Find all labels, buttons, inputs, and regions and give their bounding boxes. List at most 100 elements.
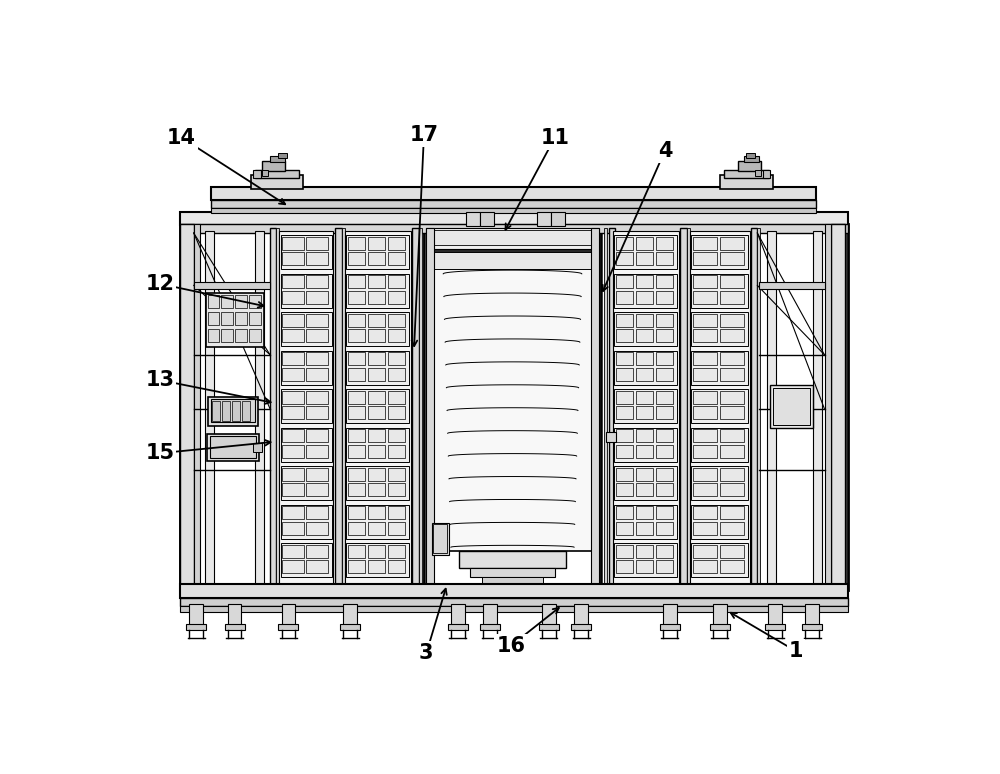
Bar (282, 291, 304, 304)
Bar (767, 231, 776, 586)
Bar (613, 231, 679, 584)
Bar (255, 170, 299, 177)
Bar (614, 543, 677, 577)
Bar (211, 187, 816, 200)
Bar (180, 224, 848, 590)
Bar (282, 352, 304, 365)
Bar (542, 604, 556, 627)
Bar (388, 314, 405, 327)
Bar (656, 237, 673, 250)
Bar (636, 276, 653, 289)
Bar (281, 466, 332, 500)
Bar (636, 430, 653, 443)
Bar (636, 391, 653, 404)
Bar (616, 406, 633, 420)
Bar (724, 170, 769, 177)
Bar (346, 543, 409, 577)
Bar (693, 483, 717, 496)
Bar (763, 170, 770, 177)
Bar (282, 506, 304, 519)
Bar (348, 560, 365, 574)
Bar (306, 522, 328, 535)
Bar (591, 228, 599, 590)
Bar (710, 624, 730, 630)
Bar (368, 391, 385, 404)
Bar (306, 506, 328, 519)
Bar (616, 522, 633, 535)
Bar (614, 351, 677, 385)
Bar (691, 466, 748, 500)
Bar (551, 212, 565, 226)
Bar (282, 445, 304, 458)
Bar (656, 252, 673, 265)
Bar (388, 291, 405, 304)
Bar (691, 235, 748, 269)
Bar (636, 545, 653, 558)
Bar (346, 351, 409, 385)
Bar (636, 368, 653, 381)
Bar (282, 604, 295, 627)
Bar (221, 328, 233, 342)
Bar (281, 351, 332, 385)
Bar (348, 467, 365, 481)
Bar (388, 560, 405, 574)
Bar (368, 237, 385, 250)
Bar (720, 545, 744, 558)
Bar (249, 312, 261, 325)
Bar (180, 598, 848, 606)
Bar (278, 624, 298, 630)
Bar (348, 445, 365, 458)
Bar (574, 604, 588, 627)
Text: 17: 17 (409, 125, 438, 146)
Bar (431, 252, 596, 269)
Bar (424, 224, 601, 590)
Bar (368, 276, 385, 289)
Bar (208, 397, 258, 426)
Bar (636, 406, 653, 420)
Bar (614, 274, 677, 308)
Bar (616, 483, 633, 496)
Bar (306, 467, 328, 481)
Bar (614, 505, 677, 539)
Bar (680, 228, 687, 588)
Bar (765, 624, 785, 630)
Bar (693, 276, 717, 289)
Bar (279, 231, 333, 584)
Text: 12: 12 (145, 274, 174, 294)
Bar (388, 352, 405, 365)
Bar (388, 276, 405, 289)
Bar (693, 430, 717, 443)
Bar (235, 295, 247, 309)
Text: 4: 4 (658, 141, 672, 161)
Bar (180, 224, 424, 590)
Bar (208, 328, 219, 342)
Bar (656, 276, 673, 289)
Bar (343, 604, 357, 627)
Bar (693, 560, 717, 574)
Bar (693, 252, 717, 265)
Bar (208, 312, 219, 325)
Text: 1: 1 (789, 641, 803, 661)
Bar (348, 430, 365, 443)
Bar (282, 391, 304, 404)
Bar (720, 252, 744, 265)
Bar (282, 276, 304, 289)
Bar (388, 506, 405, 519)
Bar (306, 314, 328, 327)
Bar (693, 506, 717, 519)
Bar (189, 604, 203, 627)
Bar (388, 467, 405, 481)
Bar (282, 560, 304, 574)
Bar (282, 329, 304, 342)
Bar (180, 606, 848, 612)
Bar (691, 313, 748, 346)
Text: 3: 3 (419, 643, 434, 663)
Bar (636, 467, 653, 481)
Bar (388, 391, 405, 404)
Bar (180, 212, 848, 224)
Bar (346, 274, 409, 308)
Bar (606, 432, 616, 443)
Bar (480, 212, 494, 226)
Bar (235, 328, 247, 342)
Bar (825, 224, 831, 590)
